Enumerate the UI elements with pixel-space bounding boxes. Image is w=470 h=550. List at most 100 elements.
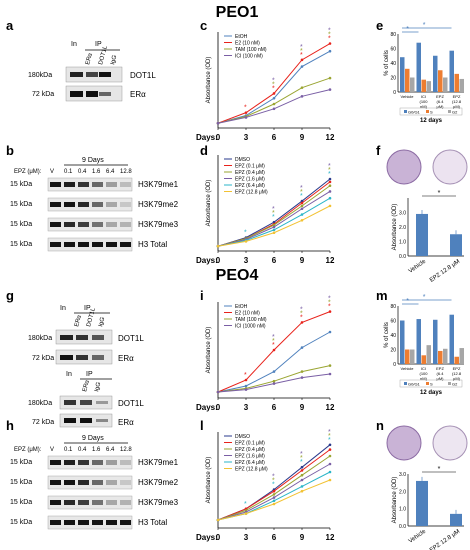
- x-ticklabel-c-2: 6: [272, 133, 277, 142]
- bar-m-0-0: [400, 320, 405, 364]
- band-h-h3k79me2-4: [106, 480, 117, 485]
- bar-m-3-1: [454, 356, 459, 364]
- bar-e-2-0: [433, 55, 438, 92]
- point-d-5-3: [300, 218, 304, 222]
- point-i-0-3: [300, 346, 304, 349]
- band-b-h3k79me3-5: [120, 222, 131, 227]
- sig-d-4-1: *: [328, 167, 331, 174]
- dish-epz-n: [432, 425, 468, 461]
- label-h-h3k79me3: H3K79me3: [138, 498, 179, 507]
- point-l-1-2: [272, 489, 276, 493]
- ip-label-g2: IP: [86, 371, 93, 378]
- sig-e-1: *: [423, 22, 426, 29]
- point-d-1-3: [300, 201, 304, 205]
- sig-c-4-2: *: [328, 28, 331, 35]
- dose-h-1: 0.1: [64, 447, 73, 453]
- y-tick-f-1: 1.0: [399, 240, 406, 246]
- point-c-3-4: [328, 88, 332, 91]
- point-i-3-3: [300, 376, 304, 379]
- sig-d-2-2: *: [272, 206, 275, 213]
- legend-label-m-1: S: [430, 382, 433, 387]
- y-tick-n-1: 1.0: [399, 507, 406, 513]
- legend-label-d-0: DMSO: [235, 157, 250, 163]
- legend-swatch-m-1: [426, 382, 429, 385]
- y-label-m: % of cells: [384, 322, 390, 348]
- cat-label-m-0-0: Vehicle: [401, 366, 415, 371]
- blot-strip-b-h3k79me2: [47, 197, 133, 212]
- x-ticklabel-d-4: 12: [326, 256, 335, 265]
- y-tick-e-0: 0: [393, 90, 396, 96]
- point-c-3-0: [216, 121, 220, 125]
- letter-n: n: [376, 418, 384, 433]
- bar-f-1: [450, 234, 462, 256]
- point-c-3-3: [300, 95, 304, 98]
- x-ticklabel-d-1: 3: [244, 256, 249, 265]
- sig-l-4-0: *: [328, 437, 331, 444]
- y-label-e: % of cells: [384, 50, 390, 76]
- epz-label-h: EPZ (μM):: [14, 447, 42, 453]
- label-b-h3k79me3: H3K79me3: [138, 220, 179, 229]
- sig-l-3-1: *: [300, 455, 303, 462]
- band-h-h3k79me3-1: [64, 500, 75, 505]
- point-d-4-2: [272, 228, 276, 232]
- y-tick-f-0: 0.0: [399, 254, 406, 260]
- y-tick-m-0: 0: [393, 362, 396, 368]
- band-b-h3k79me2-3: [92, 202, 103, 207]
- chart-l-growth-epz: Absorbance (OD)Days:0 3 6 9 12**********DMSO…: [196, 429, 335, 542]
- sig-m-2: *: [406, 298, 409, 305]
- bar-m-1-2: [426, 345, 431, 364]
- y-label-d: Absorbance (OD): [206, 180, 212, 227]
- point-d-4-3: [300, 213, 304, 216]
- dot1l-label-a: DOT1L: [130, 71, 156, 80]
- lane-era: ERα: [85, 52, 94, 65]
- cat-label-m-1-2: nM): [420, 376, 428, 381]
- x-label-e: 12 days: [420, 118, 443, 124]
- sig-i-4-0: *: [328, 304, 331, 311]
- point-i-3-1: [244, 388, 248, 391]
- bar-e-0-0: [400, 57, 405, 92]
- point-l-4-3: [300, 485, 304, 488]
- letter-c: c: [200, 18, 207, 33]
- y-label-f: Absorbance (OD): [392, 204, 398, 251]
- band-b-h3k79me2-4: [106, 202, 117, 207]
- x-ticklabel-c-1: 3: [244, 133, 249, 142]
- lane-igg: IgG: [110, 54, 118, 65]
- band-b-h3k79me1-4: [106, 182, 117, 187]
- bar-f-0: [416, 213, 428, 256]
- legend-label-e-0: G0/G1: [408, 110, 421, 115]
- title-peo4: PEO4: [216, 267, 259, 284]
- bar-n-0: [416, 480, 428, 526]
- x-ticklabel-d-3: 9: [300, 256, 305, 265]
- cat-label-m-3-1: (12.8: [452, 371, 462, 376]
- bar-e-2-1: [438, 70, 443, 92]
- kda-72-g1: 72 kDa: [32, 355, 54, 362]
- bar-m-0-1: [405, 349, 410, 364]
- point-c-3-2: [272, 107, 276, 111]
- blot-strip-h-h3k79me2: [47, 475, 133, 490]
- legend-swatch-e-1: [426, 110, 429, 113]
- dose-h-0: V: [50, 447, 54, 453]
- sig-l-2-0: *: [272, 482, 275, 489]
- point-i-0-4: [328, 330, 332, 334]
- x-ticklabel-c-0: 0: [216, 133, 221, 142]
- band-h-h3k79me2-1: [64, 480, 75, 485]
- band-h-h3k79me1-2: [78, 460, 89, 465]
- point-c-3-1: [244, 116, 248, 119]
- point-c-0-2: [272, 96, 276, 100]
- bar-m-1-0: [416, 319, 421, 364]
- point-d-0-4: [328, 177, 332, 181]
- band-b-h3k79me2-2: [78, 202, 89, 207]
- point-l-1-4: [328, 448, 332, 451]
- band-h-h3k79me1-1: [64, 460, 75, 465]
- sig-c-3-2: *: [300, 44, 303, 51]
- cat-label-f-1: EPZ 12.8 μM: [429, 259, 461, 284]
- legend-label-i-1: E2 (10 nM): [235, 311, 260, 317]
- band-b-h3k79me1-1: [64, 182, 75, 187]
- legend-swatch-e-2: [448, 110, 451, 113]
- sig-i-2-2: *: [272, 334, 275, 341]
- era-label-a: ERα: [130, 90, 146, 99]
- sig-l-3-2: *: [300, 451, 303, 458]
- bar-e-1-2: [426, 81, 431, 92]
- point-i-3-2: [272, 382, 276, 385]
- x-label-i: Days:: [196, 403, 218, 412]
